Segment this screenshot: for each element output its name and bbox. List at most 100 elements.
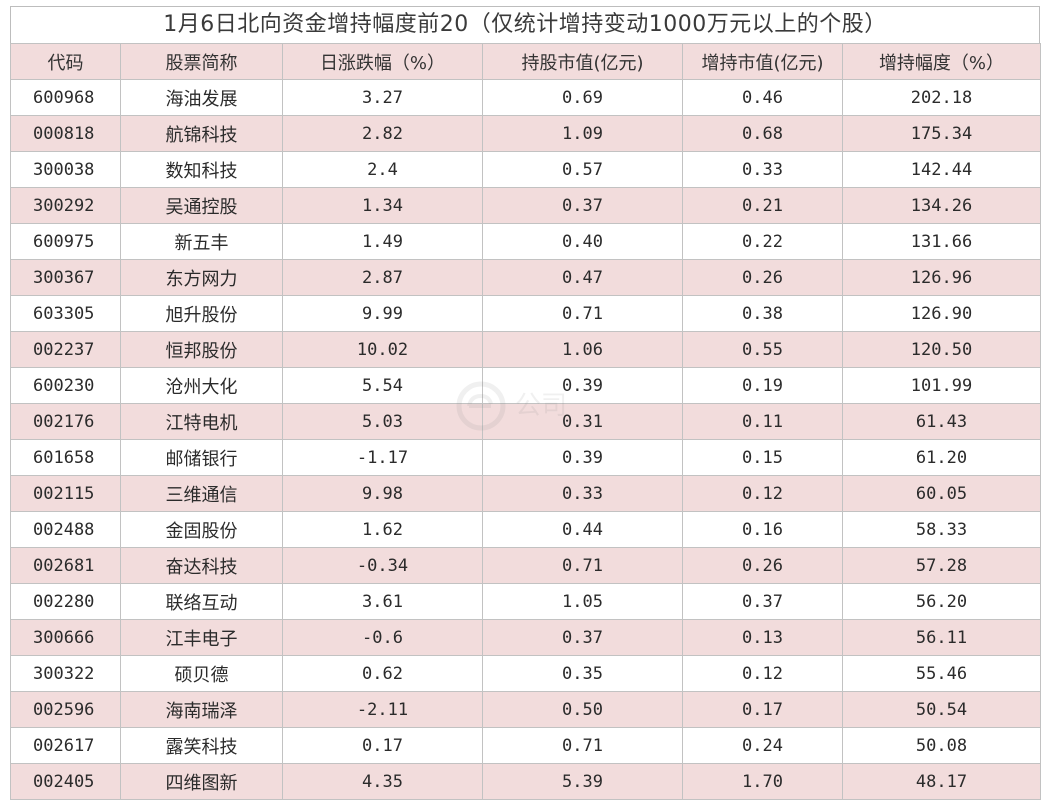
cell-hold-value: 0.37 [482, 187, 683, 224]
cell-code: 002405 [10, 763, 121, 800]
cell-add-value: 0.11 [682, 403, 843, 440]
cell-add-value: 0.16 [682, 511, 843, 548]
cell-change: 2.4 [282, 151, 483, 188]
cell-name: 江特电机 [120, 403, 283, 440]
cell-add-value: 0.15 [682, 439, 843, 476]
cell-code: 002681 [10, 547, 121, 584]
cell-code: 000818 [10, 115, 121, 152]
cell-change: 1.62 [282, 511, 483, 548]
cell-name: 联络互动 [120, 583, 283, 620]
cell-change: 5.54 [282, 367, 483, 404]
cell-change: 3.61 [282, 583, 483, 620]
cell-change: -0.6 [282, 619, 483, 656]
cell-add-ratio: 60.05 [842, 475, 1041, 512]
cell-hold-value: 0.71 [482, 727, 683, 764]
cell-add-ratio: 131.66 [842, 223, 1041, 260]
cell-hold-value: 1.05 [482, 583, 683, 620]
cell-change: 1.49 [282, 223, 483, 260]
table-row: 002617 露笑科技 0.17 0.71 0.24 50.08 [10, 727, 1041, 764]
cell-add-ratio: 101.99 [842, 367, 1041, 404]
table-row: 300367 东方网力 2.87 0.47 0.26 126.96 [10, 259, 1041, 296]
cell-add-ratio: 134.26 [842, 187, 1041, 224]
cell-add-ratio: 61.20 [842, 439, 1041, 476]
cell-code: 002115 [10, 475, 121, 512]
cell-hold-value: 5.39 [482, 763, 683, 800]
cell-name: 恒邦股份 [120, 331, 283, 368]
cell-add-value: 0.22 [682, 223, 843, 260]
cell-code: 002280 [10, 583, 121, 620]
cell-add-value: 0.68 [682, 115, 843, 152]
cell-name: 航锦科技 [120, 115, 283, 152]
header-code: 代码 [10, 43, 121, 80]
header-hold-value: 持股市值(亿元) [482, 43, 683, 80]
cell-add-value: 0.19 [682, 367, 843, 404]
table-row: 600968 海油发展 3.27 0.69 0.46 202.18 [10, 79, 1041, 116]
cell-change: 4.35 [282, 763, 483, 800]
cell-add-ratio: 50.08 [842, 727, 1041, 764]
cell-add-value: 1.70 [682, 763, 843, 800]
cell-code: 300666 [10, 619, 121, 656]
cell-add-value: 0.26 [682, 259, 843, 296]
table-row: 300322 硕贝德 0.62 0.35 0.12 55.46 [10, 655, 1041, 692]
cell-add-ratio: 61.43 [842, 403, 1041, 440]
cell-hold-value: 0.71 [482, 547, 683, 584]
table-title: 1月6日北向资金增持幅度前20（仅统计增持变动1000万元以上的个股） [10, 6, 1040, 43]
cell-add-ratio: 50.54 [842, 691, 1041, 728]
cell-add-ratio: 126.90 [842, 295, 1041, 332]
cell-name: 海南瑞泽 [120, 691, 283, 728]
cell-hold-value: 1.06 [482, 331, 683, 368]
cell-change: 10.02 [282, 331, 483, 368]
table-row: 002405 四维图新 4.35 5.39 1.70 48.17 [10, 763, 1041, 800]
cell-hold-value: 0.39 [482, 439, 683, 476]
table-row: 300292 吴通控股 1.34 0.37 0.21 134.26 [10, 187, 1041, 224]
cell-hold-value: 0.40 [482, 223, 683, 260]
cell-code: 002488 [10, 511, 121, 548]
cell-code: 002617 [10, 727, 121, 764]
cell-add-ratio: 175.34 [842, 115, 1041, 152]
cell-change: 5.03 [282, 403, 483, 440]
cell-code: 002596 [10, 691, 121, 728]
cell-change: 0.62 [282, 655, 483, 692]
cell-add-ratio: 56.20 [842, 583, 1041, 620]
cell-name: 数知科技 [120, 151, 283, 188]
cell-change: 3.27 [282, 79, 483, 116]
cell-hold-value: 0.71 [482, 295, 683, 332]
cell-add-value: 0.21 [682, 187, 843, 224]
cell-add-ratio: 142.44 [842, 151, 1041, 188]
cell-change: 2.82 [282, 115, 483, 152]
cell-code: 600230 [10, 367, 121, 404]
cell-hold-value: 0.69 [482, 79, 683, 116]
header-add-ratio: 增持幅度（%） [842, 43, 1041, 80]
cell-name: 东方网力 [120, 259, 283, 296]
cell-name: 金固股份 [120, 511, 283, 548]
table-row: 002488 金固股份 1.62 0.44 0.16 58.33 [10, 511, 1041, 548]
cell-code: 002176 [10, 403, 121, 440]
cell-name: 新五丰 [120, 223, 283, 260]
cell-name: 硕贝德 [120, 655, 283, 692]
table-row: 002237 恒邦股份 10.02 1.06 0.55 120.50 [10, 331, 1041, 368]
cell-hold-value: 0.33 [482, 475, 683, 512]
cell-add-ratio: 58.33 [842, 511, 1041, 548]
cell-name: 海油发展 [120, 79, 283, 116]
cell-name: 旭升股份 [120, 295, 283, 332]
cell-code: 601658 [10, 439, 121, 476]
cell-hold-value: 0.50 [482, 691, 683, 728]
cell-code: 300292 [10, 187, 121, 224]
table-row: 603305 旭升股份 9.99 0.71 0.38 126.90 [10, 295, 1041, 332]
cell-add-ratio: 55.46 [842, 655, 1041, 692]
table-row: 002596 海南瑞泽 -2.11 0.50 0.17 50.54 [10, 691, 1041, 728]
cell-hold-value: 0.47 [482, 259, 683, 296]
header-row: 代码 股票简称 日涨跌幅（%） 持股市值(亿元) 增持市值(亿元) 增持幅度（%… [10, 43, 1041, 80]
cell-name: 吴通控股 [120, 187, 283, 224]
cell-add-ratio: 126.96 [842, 259, 1041, 296]
cell-add-ratio: 48.17 [842, 763, 1041, 800]
cell-code: 600975 [10, 223, 121, 260]
cell-code: 300367 [10, 259, 121, 296]
cell-code: 603305 [10, 295, 121, 332]
table-row: 002280 联络互动 3.61 1.05 0.37 56.20 [10, 583, 1041, 620]
table-row: 002115 三维通信 9.98 0.33 0.12 60.05 [10, 475, 1041, 512]
header-change: 日涨跌幅（%） [282, 43, 483, 80]
table-row: 600230 沧州大化 5.54 0.39 0.19 101.99 [10, 367, 1041, 404]
cell-add-value: 0.37 [682, 583, 843, 620]
cell-add-ratio: 57.28 [842, 547, 1041, 584]
